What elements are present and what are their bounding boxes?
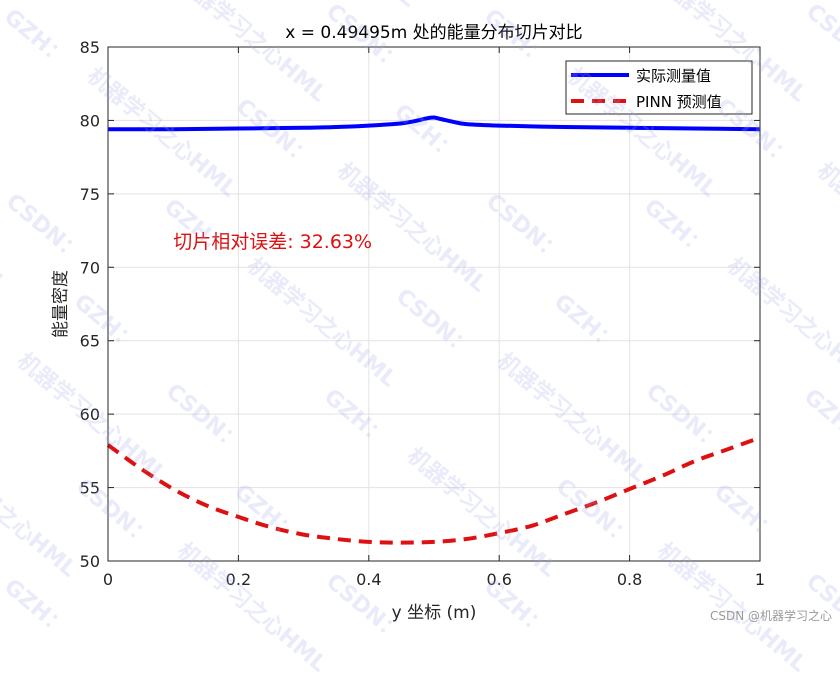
legend-label-pinn: PINN 预测值: [636, 93, 722, 111]
x-tick-label: 0.8: [617, 570, 642, 589]
x-tick-label: 1: [755, 570, 765, 589]
y-tick-label: 55: [80, 479, 100, 498]
chart-svg: 0 0.2 0.4 0.6 0.8 1 50 55 60 65 70 75 80 85 x = 0.494…: [51, 23, 766, 623]
y-tick-label: 70: [80, 258, 100, 277]
y-tick-label: 60: [80, 405, 100, 424]
series-line-measured: [107, 115, 761, 132]
y-axis-label: 能量密度: [51, 270, 71, 338]
x-tick-label: 0.6: [486, 570, 511, 589]
legend: 实际测量值 PINN 预测值: [565, 60, 753, 115]
tick-layer: 0 0.2 0.4 0.6 0.8 1 50 55 60 65 70 75 80 85: [80, 38, 765, 589]
error-annotation: 切片相对误差: 32.63%: [173, 231, 372, 253]
series-line-pinn: [106, 435, 761, 545]
y-tick-label: 50: [80, 552, 100, 571]
x-tick-label: 0: [103, 570, 113, 589]
series-layer: [106, 115, 761, 545]
y-tick-label: 80: [80, 111, 100, 130]
legend-label-measured: 实际测量值: [636, 67, 711, 85]
chart-title: x = 0.49495m 处的能量分布切片对比: [285, 23, 582, 43]
y-tick-label: 75: [80, 185, 100, 204]
x-axis-label: y 坐标 (m): [392, 603, 477, 623]
legend-box: [565, 60, 753, 115]
y-tick-label: 85: [80, 38, 100, 57]
x-tick-label: 0.2: [226, 570, 251, 589]
x-tick-label: 0.4: [356, 570, 381, 589]
footer-credit: CSDN @机器学习之心: [709, 609, 832, 623]
plot-frame: [107, 46, 761, 562]
y-tick-label: 65: [80, 332, 100, 351]
